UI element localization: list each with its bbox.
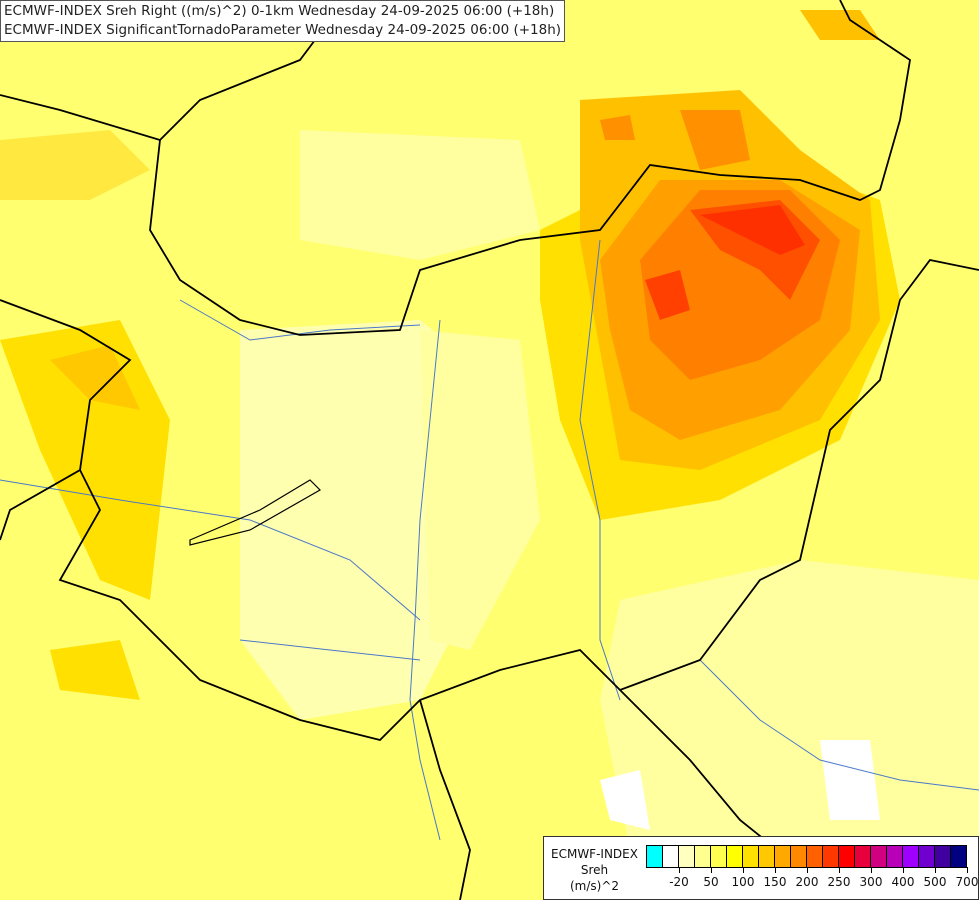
legend-tick-label: 200 bbox=[795, 875, 819, 889]
legend-swatch bbox=[727, 846, 743, 867]
legend-tick bbox=[679, 867, 680, 873]
legend-tick-label: 100 bbox=[731, 875, 755, 889]
legend-swatch bbox=[935, 846, 951, 867]
legend-tick-label: 150 bbox=[763, 875, 787, 889]
legend-tick-label: 50 bbox=[703, 875, 719, 889]
legend-tick-label: 500 bbox=[923, 875, 947, 889]
legend-swatch bbox=[743, 846, 759, 867]
legend-title: ECMWF-INDEX Sreh (m/s)^2 bbox=[547, 846, 642, 894]
legend-title-line: ECMWF-INDEX bbox=[551, 847, 638, 861]
legend-tick bbox=[871, 867, 872, 873]
map-title-box: ECMWF-INDEX Sreh Right ((m/s)^2) 0-1km W… bbox=[0, 0, 566, 42]
legend-tick-label: -20 bbox=[669, 875, 689, 889]
title-sreh: ECMWF-INDEX Sreh Right ((m/s)^2) 0-1km W… bbox=[4, 3, 555, 19]
sreh-shading bbox=[0, 10, 979, 900]
legend-tick-label: 250 bbox=[827, 875, 851, 889]
legend-swatch bbox=[855, 846, 871, 867]
legend-swatch bbox=[711, 846, 727, 867]
legend-tick bbox=[839, 867, 840, 873]
legend-swatch bbox=[791, 846, 807, 867]
legend-swatch bbox=[871, 846, 887, 867]
legend-swatch bbox=[775, 846, 791, 867]
legend-swatch bbox=[759, 846, 775, 867]
legend-tick-label: 300 bbox=[859, 875, 883, 889]
legend-swatch bbox=[807, 846, 823, 867]
color-legend: ECMWF-INDEX Sreh (m/s)^2 -20 50 100 150 200 2… bbox=[543, 836, 979, 900]
legend-tick bbox=[743, 867, 744, 873]
legend-tick bbox=[711, 867, 712, 873]
legend-swatch bbox=[679, 846, 695, 867]
legend-swatch bbox=[887, 846, 903, 867]
legend-swatch bbox=[903, 846, 919, 867]
legend-swatch bbox=[951, 846, 966, 867]
legend-tick bbox=[807, 867, 808, 873]
legend-swatch bbox=[663, 846, 679, 867]
legend-tick bbox=[935, 867, 936, 873]
rivers bbox=[0, 239, 979, 841]
legend-title-line: (m/s)^2 bbox=[569, 879, 620, 893]
legend-tick-label: 400 bbox=[891, 875, 915, 889]
legend-swatch bbox=[823, 846, 839, 867]
legend-tick bbox=[903, 867, 904, 873]
legend-swatch bbox=[919, 846, 935, 867]
legend-swatch bbox=[839, 846, 855, 867]
legend-tick-label: 700 bbox=[955, 875, 979, 889]
legend-tick bbox=[775, 867, 776, 873]
legend-tick bbox=[967, 867, 968, 873]
legend-swatch bbox=[647, 846, 663, 867]
title-stp: ECMWF-INDEX SignificantTornadoParameter … bbox=[4, 22, 562, 38]
legend-color-bar bbox=[646, 845, 967, 868]
legend-swatch bbox=[695, 846, 711, 867]
legend-title-line: Sreh bbox=[580, 863, 609, 877]
